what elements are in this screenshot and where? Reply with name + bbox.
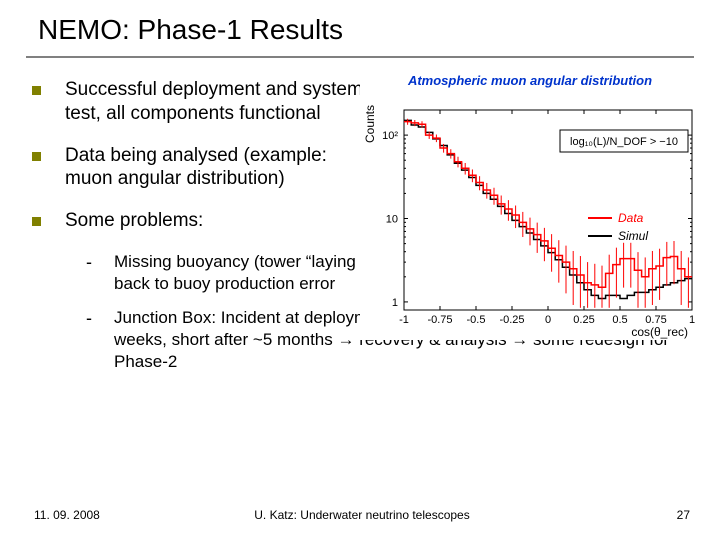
svg-text:-0.25: -0.25 bbox=[499, 314, 524, 326]
footer-center: U. Katz: Underwater neutrino telescopes bbox=[34, 508, 690, 522]
chart-title: Atmospheric muon angular distribution bbox=[360, 72, 700, 89]
bullet-text: Some problems: bbox=[65, 209, 203, 233]
bullet-icon bbox=[32, 86, 41, 95]
svg-text:1: 1 bbox=[689, 314, 695, 326]
dash-icon: - bbox=[86, 251, 92, 274]
bullet-text: Successful deployment and system test, a… bbox=[65, 78, 365, 126]
svg-text:Counts: Counts bbox=[363, 105, 377, 143]
footer: 11. 09. 2008 U. Katz: Underwater neutrin… bbox=[34, 508, 690, 522]
chart-plot: 11010²-1-0.75-0.5-0.2500.250.50.751Count… bbox=[360, 104, 700, 340]
bullet-icon bbox=[32, 217, 41, 226]
svg-text:log₁₀(L)/N_DOF > −10: log₁₀(L)/N_DOF > −10 bbox=[570, 136, 678, 148]
svg-text:0.5: 0.5 bbox=[612, 314, 627, 326]
bullet-text: Data being analysed (example: muon angul… bbox=[65, 144, 365, 192]
svg-text:1: 1 bbox=[392, 297, 398, 309]
svg-text:cos(θ_rec): cos(θ_rec) bbox=[631, 325, 688, 339]
svg-text:Simul: Simul bbox=[618, 229, 648, 243]
bullet-icon bbox=[32, 152, 41, 161]
svg-text:-0.75: -0.75 bbox=[427, 314, 452, 326]
svg-text:Data: Data bbox=[618, 211, 644, 225]
chart-svg: 11010²-1-0.75-0.5-0.2500.250.50.751Count… bbox=[360, 104, 700, 340]
svg-text:-0.5: -0.5 bbox=[467, 314, 486, 326]
title-underline bbox=[26, 56, 694, 58]
chart-container: Atmospheric muon angular distribution 1 1… bbox=[360, 72, 700, 340]
svg-text:10: 10 bbox=[386, 214, 398, 226]
svg-text:0.25: 0.25 bbox=[573, 314, 594, 326]
svg-text:-1: -1 bbox=[399, 314, 409, 326]
dash-icon: - bbox=[86, 307, 92, 330]
svg-text:0: 0 bbox=[545, 314, 551, 326]
slide-title: NEMO: Phase-1 Results bbox=[0, 0, 720, 46]
svg-text:10²: 10² bbox=[382, 130, 398, 142]
